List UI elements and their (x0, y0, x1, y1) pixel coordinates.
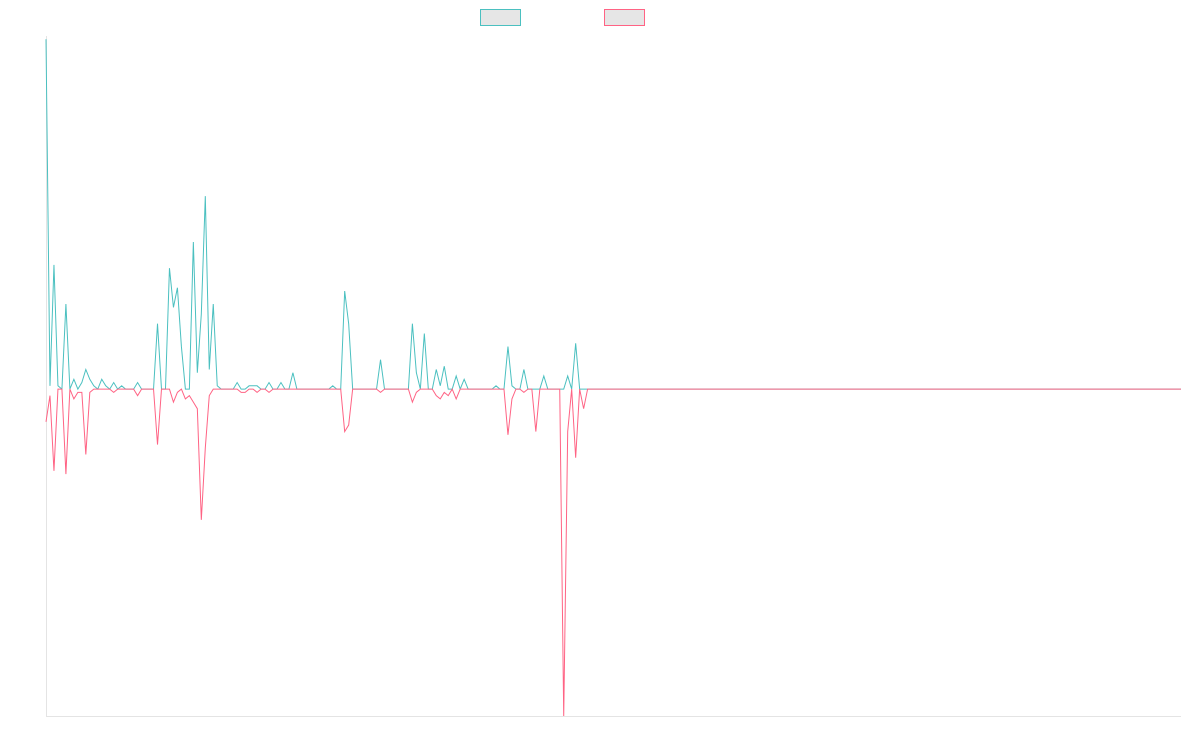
legend (480, 9, 645, 26)
series-line-1 (45, 39, 1181, 391)
series-line-2 (45, 387, 1181, 717)
axes (46, 36, 1181, 717)
legend-swatch-2[interactable] (604, 9, 645, 26)
series-layer (45, 39, 1181, 717)
legend-swatch-1[interactable] (480, 9, 521, 26)
